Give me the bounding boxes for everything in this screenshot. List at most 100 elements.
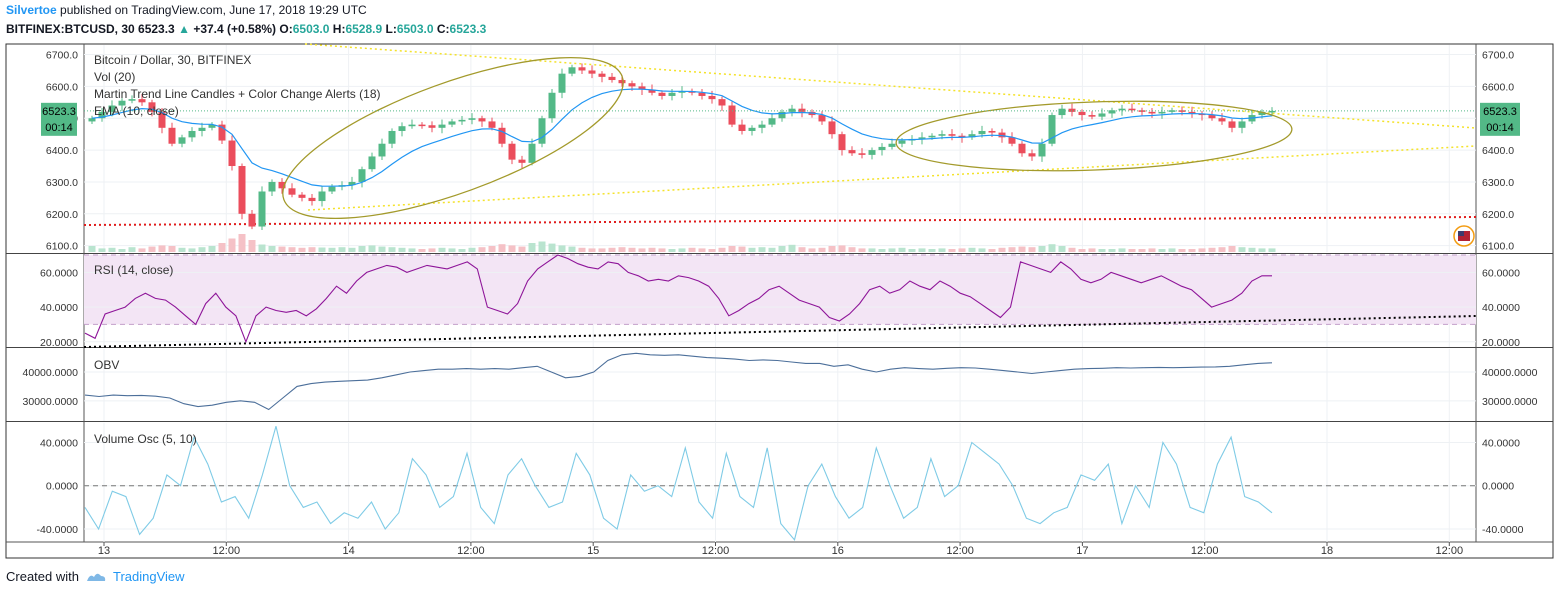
volume-bar <box>938 248 946 252</box>
tradingview-link[interactable]: TradingView <box>112 569 185 584</box>
candle-body <box>208 124 216 128</box>
candle-body <box>898 140 906 144</box>
candle-body <box>1008 137 1016 144</box>
candle-body <box>538 118 546 144</box>
candle-body <box>558 73 566 93</box>
pattern-ellipse-left <box>282 56 624 220</box>
price-axis-tick-left: 6400.0 <box>46 145 78 157</box>
obv-title: OBV <box>94 358 119 372</box>
candle-body <box>1268 110 1276 113</box>
volume-bar <box>1058 246 1066 252</box>
pattern-ellipse-right <box>895 100 1293 172</box>
volume-bar <box>468 247 476 252</box>
obv-axis-tick-right: 40000.0000 <box>1482 367 1538 379</box>
volume-bar <box>998 247 1006 252</box>
candle-body <box>678 91 686 93</box>
high-label: H: <box>332 22 346 36</box>
candle-body <box>498 127 506 144</box>
volume-bar <box>688 247 696 252</box>
volume-bar <box>198 247 206 252</box>
volume-bar <box>148 246 156 252</box>
candle-body <box>478 118 486 122</box>
price-tag-left-value: 6523.3 <box>42 106 76 118</box>
volume-bar <box>328 247 336 252</box>
volume-bar <box>188 248 196 252</box>
volume-bar <box>888 248 896 252</box>
candle-body <box>428 125 436 128</box>
vosc-axis-tick-left: 40.0000 <box>40 437 78 449</box>
volume-bar <box>948 249 956 252</box>
volume-bar <box>698 248 706 252</box>
volume-bar <box>1188 249 1196 252</box>
time-tick-label: 12:00 <box>946 545 974 557</box>
candle-body <box>568 67 576 74</box>
candle-body <box>1228 121 1236 128</box>
candle-body <box>1148 111 1156 114</box>
volume-bar <box>1138 249 1146 252</box>
vosc-axis-tick-right: -40.0000 <box>1482 524 1524 536</box>
candle-body <box>508 143 516 160</box>
volume-bar <box>108 247 116 252</box>
candle-body <box>948 134 956 136</box>
volume-bar <box>1208 247 1216 252</box>
candle-body <box>188 130 196 138</box>
rsi-trendline <box>83 315 1477 348</box>
candle-body <box>398 126 406 131</box>
volume-bar <box>508 245 516 252</box>
volume-bar <box>528 243 536 252</box>
volume-bar <box>1078 249 1086 252</box>
volume-bar <box>258 244 266 252</box>
volume-bar <box>838 245 846 252</box>
volume-bar <box>668 249 676 252</box>
candle-body <box>1128 108 1136 111</box>
price-axis-tick-right: 6600.0 <box>1482 81 1514 93</box>
vosc-title: Volume Osc (5, 10) <box>94 432 197 446</box>
price-axis-tick-right: 6400.0 <box>1482 145 1514 157</box>
candle-body <box>308 197 316 202</box>
volume-bar <box>1268 248 1276 252</box>
candle-body <box>178 137 186 144</box>
candle-body <box>408 124 416 127</box>
candle-body <box>1068 108 1076 112</box>
vosc-axis-tick-right: 0.0000 <box>1482 481 1514 493</box>
volume-bar <box>118 249 126 252</box>
candle-body <box>268 181 276 192</box>
time-tick-label: 12:00 <box>1191 545 1219 557</box>
candle-body <box>298 194 306 198</box>
volume-bar <box>548 243 556 252</box>
volume-bar <box>1128 249 1136 252</box>
low-value: 6503.0 <box>396 22 434 36</box>
time-tick-label: 14 <box>342 545 354 557</box>
author-link[interactable]: Silvertoe <box>6 3 57 17</box>
candle-body <box>448 121 456 125</box>
vosc-line <box>84 426 1273 541</box>
price-tag-left-countdown: 00:14 <box>45 122 73 134</box>
volume-bar <box>958 248 966 252</box>
rsi-axis-tick-left: 20.0000 <box>40 337 78 349</box>
candle-body <box>668 92 676 96</box>
volume-bar <box>708 249 716 252</box>
candle-body <box>438 124 446 128</box>
candle-body <box>698 92 706 96</box>
time-tick-label: 13 <box>98 545 110 557</box>
candle-body <box>98 111 106 119</box>
volume-bar <box>138 248 146 252</box>
rsi-band <box>84 255 1476 325</box>
volume-bar <box>628 247 636 252</box>
rsi-title: RSI (14, close) <box>94 263 173 277</box>
candle-body <box>1188 111 1196 114</box>
candle-body <box>818 115 826 122</box>
volume-bar <box>928 249 936 252</box>
time-tick-label: 12:00 <box>702 545 730 557</box>
price-axis-tick-right: 6100.0 <box>1482 241 1514 253</box>
candle-body <box>738 124 746 131</box>
vosc-axis-tick-left: 0.0000 <box>46 481 78 493</box>
candle-body <box>788 108 796 112</box>
candle-body <box>528 143 536 163</box>
candle-body <box>978 130 986 135</box>
candle-body <box>748 127 756 131</box>
volume-bar <box>988 249 996 252</box>
price-axis-tick-left: 6600.0 <box>46 81 78 93</box>
candle-body <box>248 213 256 227</box>
